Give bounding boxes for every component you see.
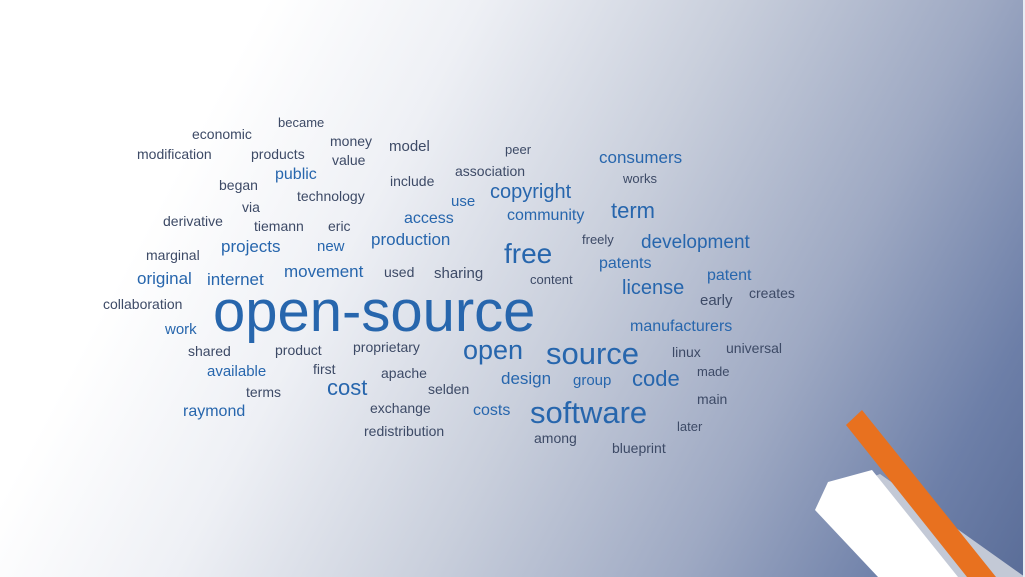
word-open: open <box>463 335 524 365</box>
word-terms: terms <box>246 384 281 400</box>
word-peer: peer <box>505 142 532 157</box>
word-proprietary: proprietary <box>353 339 420 355</box>
word-main: main <box>697 391 728 407</box>
word-internet: internet <box>207 270 264 289</box>
word-projects: projects <box>221 237 281 256</box>
word-product: product <box>275 342 322 358</box>
word-selden: selden <box>428 381 470 397</box>
word-redistribution: redistribution <box>364 423 445 439</box>
word-group: group <box>573 372 612 389</box>
word-modification: modification <box>137 146 212 162</box>
word-patents: patents <box>599 255 652 272</box>
word-model: model <box>389 138 430 155</box>
word-shared: shared <box>188 343 231 359</box>
word-access: access <box>404 210 454 227</box>
word-public: public <box>275 166 317 183</box>
word-first: first <box>313 361 336 377</box>
word-include: include <box>390 173 435 189</box>
word-costs: costs <box>473 402 511 419</box>
word-exchange: exchange <box>370 400 431 416</box>
word-marginal: marginal <box>146 247 200 263</box>
word-development: development <box>641 232 750 253</box>
word-became: became <box>278 115 325 130</box>
word-tiemann: tiemann <box>254 218 304 234</box>
word-license: license <box>622 277 685 299</box>
word-free: free <box>504 238 553 269</box>
word-eric: eric <box>328 218 351 234</box>
word-patent: patent <box>707 267 752 284</box>
word-works: works <box>623 171 657 186</box>
word-technology: technology <box>297 188 365 204</box>
word-software: software <box>530 395 648 430</box>
word-economic: economic <box>192 126 252 142</box>
word-cost: cost <box>327 375 368 400</box>
word-used: used <box>384 264 415 280</box>
word-began: began <box>219 177 258 193</box>
word-value: value <box>332 152 366 168</box>
word-made: made <box>697 364 730 379</box>
word-community: community <box>507 207 585 224</box>
word-linux: linux <box>672 344 701 360</box>
word-code: code <box>632 366 680 391</box>
word-derivative: derivative <box>163 213 223 229</box>
word-money: money <box>330 133 373 149</box>
word-association: association <box>455 163 526 179</box>
word-early: early <box>700 292 733 309</box>
word-movement: movement <box>284 262 364 281</box>
word-source: source <box>546 336 640 371</box>
right-edge-strip <box>1023 0 1025 577</box>
word-term: term <box>611 198 655 223</box>
word-sharing: sharing <box>434 265 484 282</box>
word-available: available <box>207 363 267 380</box>
word-freely: freely <box>582 232 614 247</box>
word-raymond: raymond <box>183 403 246 420</box>
word-original: original <box>137 269 192 288</box>
word-use: use <box>451 193 476 210</box>
word-production: production <box>371 230 451 249</box>
word-copyright: copyright <box>490 181 572 203</box>
word-via: via <box>242 199 260 215</box>
word-consumers: consumers <box>599 148 683 167</box>
word-collaboration: collaboration <box>103 296 183 312</box>
word-among: among <box>534 430 577 446</box>
word-later: later <box>677 419 703 434</box>
word-products: products <box>251 146 305 162</box>
word-content: content <box>530 272 573 287</box>
word-manufacturers: manufacturers <box>630 318 733 335</box>
word-new: new <box>317 238 345 255</box>
word-design: design <box>501 369 552 388</box>
word-apache: apache <box>381 365 427 381</box>
word-universal: universal <box>726 340 783 356</box>
word-creates: creates <box>749 285 795 301</box>
word-work: work <box>165 321 197 338</box>
word-open-source: open-source <box>213 279 536 344</box>
word-blueprint: blueprint <box>612 440 666 456</box>
